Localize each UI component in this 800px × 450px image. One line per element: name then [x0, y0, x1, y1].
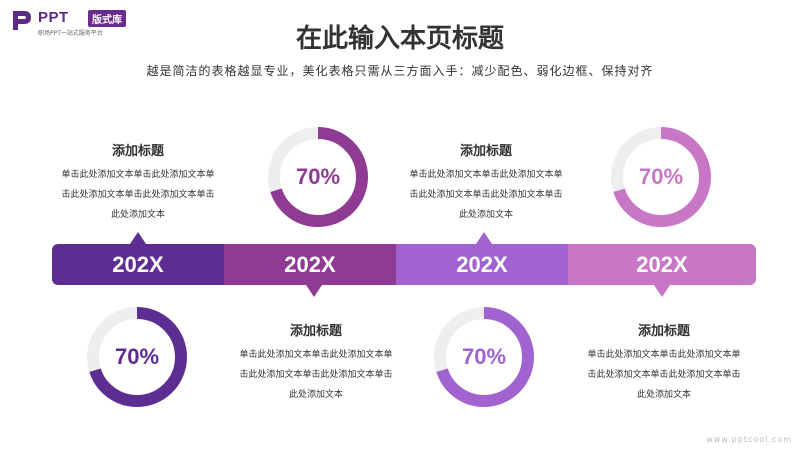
progress-ring-1: 70%	[267, 126, 369, 228]
pointer-up-icon	[130, 232, 146, 244]
block-body: 单击此处添加文本单击此处添加文本单 击此处添加文本单击此处添加文本单击 此处添加…	[226, 345, 406, 405]
ring-graphic	[268, 127, 368, 227]
block-title: 添加标题	[459, 144, 512, 159]
timeline-segment-2: 202X	[224, 244, 396, 285]
block-line: 此处添加文本	[458, 210, 513, 220]
block-line: 此处添加文本	[636, 390, 691, 400]
page-subtitle: 越是简洁的表格越显专业，美化表格只需从三方面入手：减少配色、弱化边框、保持对齐	[146, 64, 654, 78]
block-line: 单击此处添加文本单击此处添加文本单	[409, 170, 563, 180]
ring-graphic	[434, 307, 534, 407]
block-line: 单击此处添加文本单击此处添加文本单	[61, 170, 215, 180]
ring-graphic	[611, 127, 711, 227]
block-body: 单击此处添加文本单击此处添加文本单 击此处添加文本单击此处添加文本单击 此处添加…	[396, 165, 576, 225]
page-title: 在此输入本页标题	[295, 24, 504, 54]
brand-logo: PPT 版式库 职场PPT一站式服务平台	[10, 8, 160, 38]
timeline-segment-3: 202X	[396, 244, 568, 285]
block-line: 击此处添加文本单击此处添加文本单击	[239, 370, 393, 380]
block-line: 单击此处添加文本单击此处添加文本单	[587, 350, 741, 360]
block-body: 单击此处添加文本单击此处添加文本单 击此处添加文本单击此处添加文本单击 此处添加…	[48, 165, 228, 225]
block-line: 击此处添加文本单击此处添加文本单击	[61, 190, 215, 200]
pointer-down-icon	[654, 285, 670, 297]
logo-text: PPT	[38, 9, 69, 26]
text-block-2: 添加标题 单击此处添加文本单击此处添加文本单 击此处添加文本单击此处添加文本单击…	[226, 320, 406, 405]
progress-ring-4: 70%	[433, 306, 535, 408]
progress-ring-3: 70%	[86, 306, 188, 408]
block-line: 单击此处添加文本单击此处添加文本单	[239, 350, 393, 360]
logo-p-icon	[13, 11, 31, 30]
timeline-segment-1: 202X	[52, 244, 224, 285]
text-block-1: 添加标题 单击此处添加文本单击此处添加文本单 击此处添加文本单击此处添加文本单击…	[48, 140, 228, 225]
ring-percent: 70%	[638, 164, 684, 189]
text-block-3: 添加标题 单击此处添加文本单击此处添加文本单 击此处添加文本单击此处添加文本单击…	[396, 140, 576, 225]
block-title: 添加标题	[289, 324, 342, 339]
ring-graphic	[87, 307, 187, 407]
timeline-segment-4: 202X	[568, 244, 756, 285]
block-line: 击此处添加文本单击此处添加文本单击	[409, 190, 563, 200]
pointer-down-icon	[306, 285, 322, 297]
block-line: 击此处添加文本单击此处添加文本单击	[587, 370, 741, 380]
progress-ring-2: 70%	[610, 126, 712, 228]
block-line: 此处添加文本	[110, 210, 165, 220]
logo-badge: 版式库	[88, 10, 126, 27]
block-title: 添加标题	[111, 144, 164, 159]
ring-percent: 70%	[114, 344, 160, 369]
logo-subtitle: 职场PPT一站式服务平台	[38, 30, 103, 37]
block-body: 单击此处添加文本单击此处添加文本单 击此处添加文本单击此处添加文本单击 此处添加…	[574, 345, 754, 405]
pointer-up-icon	[476, 232, 492, 244]
ring-percent: 70%	[295, 164, 341, 189]
text-block-4: 添加标题 单击此处添加文本单击此处添加文本单 击此处添加文本单击此处添加文本单击…	[574, 320, 754, 405]
block-line: 此处添加文本	[288, 390, 343, 400]
ring-percent: 70%	[461, 344, 507, 369]
block-title: 添加标题	[637, 324, 690, 339]
watermark: www.pptcool.com	[706, 435, 792, 444]
